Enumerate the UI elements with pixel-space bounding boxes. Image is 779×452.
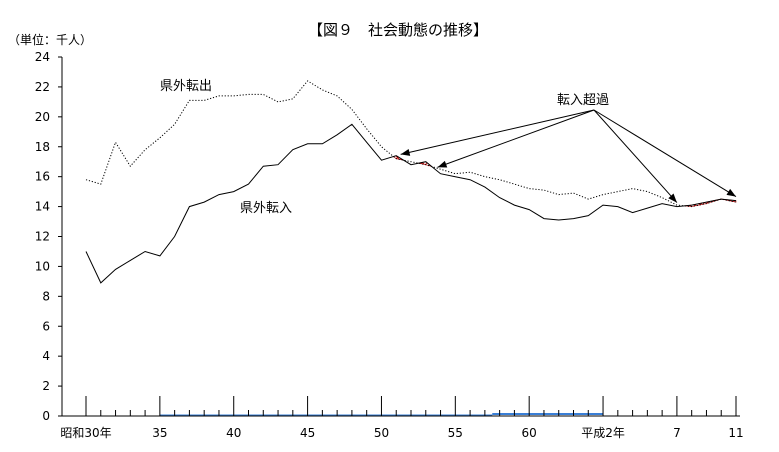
y-tick-label: 24 — [35, 50, 50, 64]
series-line-0 — [85, 80, 737, 208]
annotation-arrowhead — [400, 148, 411, 156]
series-label-out: 県外転出 — [160, 79, 212, 94]
x-tick-label: 45 — [300, 426, 315, 440]
chart-title: 【図９ 社会動態の推移】 — [308, 21, 488, 39]
y-tick-label: 2 — [42, 379, 50, 393]
y-tick-label: 16 — [35, 170, 50, 184]
annotation-arrow-line — [593, 109, 678, 203]
x-tick-label: 11 — [728, 426, 743, 440]
x-tick-label: 40 — [226, 426, 241, 440]
x-tick-label: 昭和30年 — [60, 426, 111, 440]
annotation-arrows — [400, 109, 737, 203]
y-tick-label: 12 — [35, 230, 50, 244]
y-tick-label: 6 — [42, 319, 50, 333]
annotation-arrowhead — [437, 160, 448, 168]
x-tick-label: 55 — [448, 426, 463, 440]
annotation-arrow-line — [437, 109, 595, 168]
annotation-arrowhead — [668, 193, 677, 203]
series-line-1 — [85, 123, 737, 284]
annotation-arrow-line — [400, 109, 595, 155]
series-lines — [85, 80, 737, 284]
series-label-in: 県外転入 — [240, 201, 292, 216]
x-tick-label: 7 — [673, 426, 681, 440]
unit-label: （単位：千人） — [8, 32, 92, 47]
y-tick-label: 22 — [35, 80, 50, 94]
y-tick-label: 18 — [35, 140, 50, 154]
annotation-arrowhead — [726, 188, 736, 197]
y-tick-label: 10 — [35, 259, 50, 273]
annotation-label: 転入超過 — [557, 93, 609, 108]
x-tick-label: 35 — [152, 426, 167, 440]
y-tick-label: 4 — [42, 349, 50, 363]
annotation-arrow-line — [593, 109, 737, 198]
x-tick-label: 60 — [522, 426, 537, 440]
x-tick-label: 平成2年 — [581, 426, 625, 440]
y-tick-label: 14 — [35, 200, 50, 214]
y-tick-label: 8 — [42, 289, 50, 303]
x-tick-label: 50 — [374, 426, 389, 440]
y-tick-label: 20 — [35, 110, 50, 124]
y-tick-label: 0 — [42, 409, 50, 423]
